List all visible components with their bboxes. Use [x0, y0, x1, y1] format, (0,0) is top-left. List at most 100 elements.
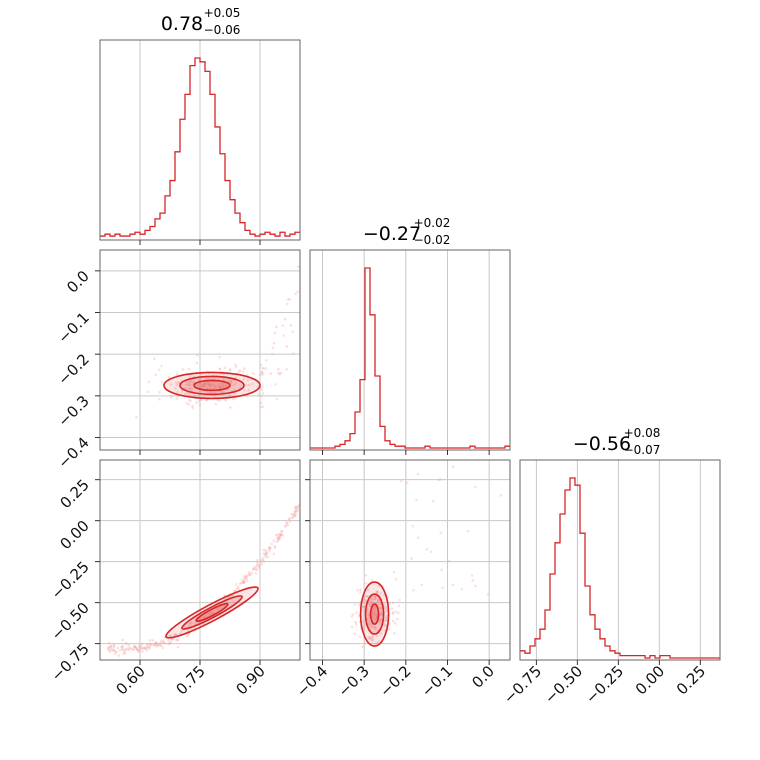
sample-point [367, 622, 370, 626]
sample-point [267, 546, 271, 549]
sample-point [131, 648, 134, 651]
sample-point [260, 370, 264, 374]
sample-point [290, 512, 294, 516]
sample-point [158, 390, 161, 394]
sample-point [359, 588, 362, 591]
sample-point [257, 566, 261, 570]
sample-point [320, 381, 323, 384]
sample-point [370, 634, 374, 638]
sample-point [173, 632, 177, 636]
sample-point [250, 571, 254, 575]
sample-point [187, 398, 191, 402]
sample-point [242, 581, 246, 584]
sample-point [376, 590, 379, 594]
sample-point [169, 395, 173, 398]
sample-point [261, 366, 264, 370]
y-tick-label: 0.0 [63, 267, 93, 297]
sample-point [218, 385, 222, 389]
sample-point [294, 509, 297, 513]
sample-point [208, 391, 212, 394]
sample-point [144, 647, 147, 651]
sample-point [259, 363, 263, 367]
sample-point [474, 485, 477, 489]
sample-point [153, 643, 156, 646]
sample-point [208, 383, 212, 386]
sample-point [281, 324, 284, 327]
sample-point [284, 524, 287, 528]
sample-point [146, 644, 149, 648]
sample-point [294, 514, 297, 518]
sample-point [174, 633, 177, 637]
sample-point [127, 644, 131, 647]
sample-point [160, 364, 163, 368]
sample-point [189, 399, 192, 402]
y-tick-label: −0.3 [54, 392, 92, 430]
sample-point [109, 649, 112, 652]
panel-content [100, 460, 300, 660]
sample-point [451, 583, 455, 587]
sample-point [378, 606, 381, 609]
sample-point [393, 622, 397, 625]
sample-point [369, 626, 373, 629]
sample-point [383, 623, 386, 626]
sample-point [231, 397, 235, 401]
sample-point [216, 399, 220, 402]
sample-point [377, 598, 380, 601]
sample-point [262, 560, 266, 563]
sample-point [291, 516, 295, 519]
sample-point [257, 564, 261, 567]
density-contour [359, 581, 390, 647]
sample-point [272, 552, 276, 556]
sample-point [193, 394, 197, 398]
sample-point [385, 619, 388, 622]
sample-point [296, 290, 300, 293]
sample-point [233, 589, 237, 592]
sample-point [350, 615, 354, 618]
sample-point [112, 646, 115, 649]
sample-point [251, 382, 254, 386]
sample-point [370, 597, 373, 600]
sample-point [374, 606, 377, 609]
sample-point [192, 626, 196, 630]
sample-point [265, 550, 269, 554]
sample-point [154, 373, 158, 377]
sample-point [245, 574, 248, 577]
sample-point [204, 615, 208, 618]
sample-point [370, 639, 374, 642]
panel-content [310, 460, 510, 660]
sample-point [217, 384, 220, 388]
sample-point [121, 647, 125, 651]
sample-point [265, 359, 268, 362]
sample-point [441, 586, 445, 589]
sample-point [168, 641, 172, 644]
sample-point [242, 581, 246, 584]
sample-point [160, 380, 164, 384]
sample-point [161, 640, 164, 643]
sample-point [429, 550, 433, 553]
param-title: 0.78 [161, 13, 203, 35]
sample-point [294, 505, 297, 509]
sample-point [123, 651, 127, 655]
sample-point [213, 384, 217, 388]
sample-point [180, 629, 183, 633]
sample-point [440, 568, 443, 572]
sample-point [384, 614, 388, 618]
sample-point [204, 376, 207, 380]
sample-point [232, 388, 236, 392]
sample-point [136, 650, 140, 653]
sample-point [229, 379, 233, 383]
sample-point [385, 608, 389, 611]
sample-point [238, 582, 242, 585]
sample-point [204, 398, 208, 402]
sample-point [234, 382, 237, 385]
sample-point [145, 643, 149, 646]
sample-point [213, 391, 216, 395]
sample-point [147, 380, 151, 384]
sample-point [176, 645, 180, 649]
sample-point [363, 641, 367, 645]
sample-point [288, 298, 291, 301]
sample-point [202, 384, 206, 387]
sample-point [111, 648, 114, 652]
sample-point [188, 375, 192, 378]
sample-point [108, 650, 111, 653]
